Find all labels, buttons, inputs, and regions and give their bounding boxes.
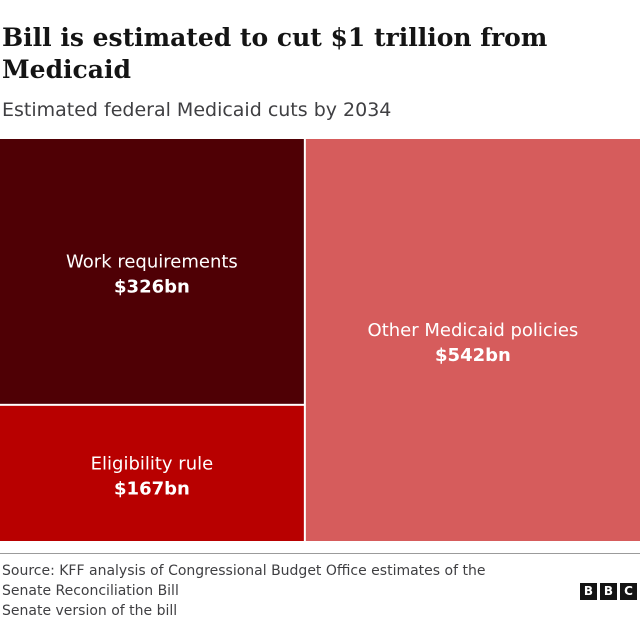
bbc-logo-letter-c: C [620,583,637,600]
source-note: Source: KFF analysis of Congressional Bu… [2,561,562,621]
bbc-logo-letter-b2: B [600,583,617,600]
treemap-label-work-requirements: Work requirements [66,251,238,272]
treemap-label-other-medicaid-policies: Other Medicaid policies [368,320,579,341]
treemap-cell-eligibility-rule [0,405,304,541]
treemap-cell-work-requirements [0,139,304,404]
source-line-3: Senate version of the bill [2,603,178,619]
treemap-cell-other-medicaid-policies [305,139,640,541]
chart-subtitle: Estimated federal Medicaid cuts by 2034 [2,99,392,121]
source-line-2: Senate Reconciliation Bill [2,583,179,599]
treemap-value-work-requirements: $326bn [114,276,190,297]
bbc-logo: B B C [580,583,637,600]
treemap-value-other-medicaid-policies: $542bn [435,345,511,366]
chart-title: Bill is estimated to cut $1 trillion fro… [2,23,548,84]
bbc-logo-letter-b1: B [580,583,597,600]
treemap-chart: Work requirements $326bn Eligibility rule $… [0,139,640,541]
footer-divider [0,553,640,554]
treemap-value-eligibility-rule: $167bn [114,478,190,499]
treemap-label-eligibility-rule: Eligibility rule [91,453,214,474]
source-line-1: Source: KFF analysis of Congressional Bu… [2,563,486,579]
